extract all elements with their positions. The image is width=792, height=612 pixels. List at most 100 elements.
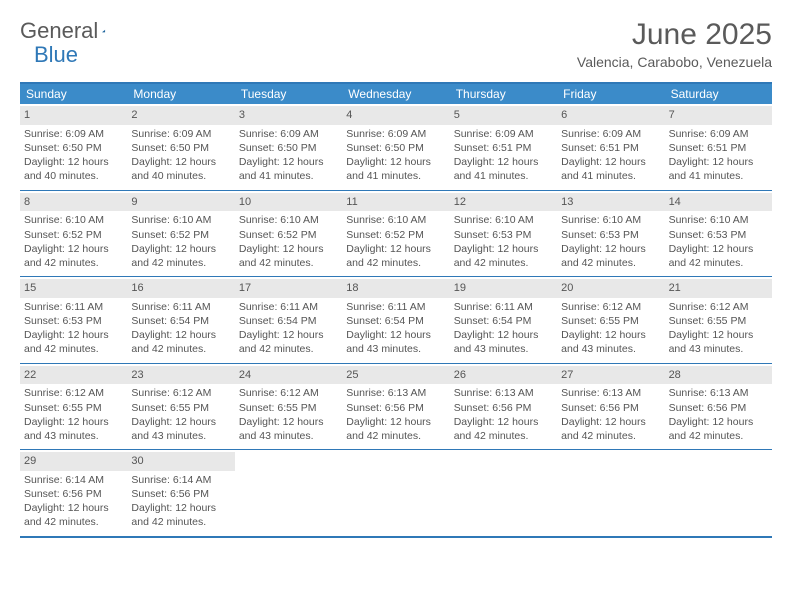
weekday-wednesday: Wednesday (342, 84, 449, 104)
day-number: 20 (557, 279, 664, 298)
day-cell: 27Sunrise: 6:13 AMSunset: 6:56 PMDayligh… (557, 364, 664, 450)
daylight-text: Daylight: 12 hours (561, 415, 660, 429)
sunrise-text: Sunrise: 6:10 AM (346, 213, 445, 227)
sunrise-text: Sunrise: 6:13 AM (454, 386, 553, 400)
day-cell: 6Sunrise: 6:09 AMSunset: 6:51 PMDaylight… (557, 104, 664, 190)
sunrise-text: Sunrise: 6:11 AM (131, 300, 230, 314)
day-cell: 14Sunrise: 6:10 AMSunset: 6:53 PMDayligh… (665, 191, 772, 277)
daylight-text: Daylight: 12 hours (669, 415, 768, 429)
day-number: 14 (665, 193, 772, 212)
day-cell: 19Sunrise: 6:11 AMSunset: 6:54 PMDayligh… (450, 277, 557, 363)
sunset-text: Sunset: 6:51 PM (669, 141, 768, 155)
day-cell (235, 450, 342, 536)
daylight-text: and 41 minutes. (346, 169, 445, 183)
daylight-text: and 42 minutes. (561, 429, 660, 443)
day-cell: 21Sunrise: 6:12 AMSunset: 6:55 PMDayligh… (665, 277, 772, 363)
day-cell (450, 450, 557, 536)
sunrise-text: Sunrise: 6:12 AM (561, 300, 660, 314)
daylight-text: and 42 minutes. (24, 256, 123, 270)
sunset-text: Sunset: 6:52 PM (346, 228, 445, 242)
location-subtitle: Valencia, Carabobo, Venezuela (577, 54, 772, 70)
daylight-text: Daylight: 12 hours (239, 242, 338, 256)
sunrise-text: Sunrise: 6:14 AM (24, 473, 123, 487)
sunrise-text: Sunrise: 6:11 AM (239, 300, 338, 314)
week-row: 29Sunrise: 6:14 AMSunset: 6:56 PMDayligh… (20, 450, 772, 536)
logo-sail-icon (102, 22, 106, 40)
daylight-text: and 41 minutes. (561, 169, 660, 183)
sunset-text: Sunset: 6:55 PM (239, 401, 338, 415)
day-cell: 13Sunrise: 6:10 AMSunset: 6:53 PMDayligh… (557, 191, 664, 277)
sunrise-text: Sunrise: 6:10 AM (454, 213, 553, 227)
sunset-text: Sunset: 6:52 PM (24, 228, 123, 242)
day-number: 21 (665, 279, 772, 298)
day-number: 28 (665, 366, 772, 385)
day-cell: 16Sunrise: 6:11 AMSunset: 6:54 PMDayligh… (127, 277, 234, 363)
daylight-text: and 42 minutes. (131, 342, 230, 356)
day-cell: 15Sunrise: 6:11 AMSunset: 6:53 PMDayligh… (20, 277, 127, 363)
daylight-text: and 41 minutes. (669, 169, 768, 183)
day-number: 9 (127, 193, 234, 212)
daylight-text: and 42 minutes. (669, 429, 768, 443)
week-row: 22Sunrise: 6:12 AMSunset: 6:55 PMDayligh… (20, 364, 772, 451)
day-cell: 24Sunrise: 6:12 AMSunset: 6:55 PMDayligh… (235, 364, 342, 450)
daylight-text: Daylight: 12 hours (454, 415, 553, 429)
sunset-text: Sunset: 6:51 PM (561, 141, 660, 155)
day-number: 29 (20, 452, 127, 471)
weekday-tuesday: Tuesday (235, 84, 342, 104)
sunrise-text: Sunrise: 6:12 AM (24, 386, 123, 400)
day-cell: 28Sunrise: 6:13 AMSunset: 6:56 PMDayligh… (665, 364, 772, 450)
day-number: 8 (20, 193, 127, 212)
daylight-text: and 43 minutes. (24, 429, 123, 443)
sunset-text: Sunset: 6:52 PM (239, 228, 338, 242)
daylight-text: Daylight: 12 hours (454, 155, 553, 169)
month-title: June 2025 (577, 18, 772, 52)
sunrise-text: Sunrise: 6:12 AM (669, 300, 768, 314)
day-cell: 25Sunrise: 6:13 AMSunset: 6:56 PMDayligh… (342, 364, 449, 450)
day-number: 13 (557, 193, 664, 212)
day-number: 6 (557, 106, 664, 125)
sunrise-text: Sunrise: 6:11 AM (454, 300, 553, 314)
daylight-text: Daylight: 12 hours (239, 415, 338, 429)
logo-word1: General (20, 18, 98, 44)
daylight-text: Daylight: 12 hours (669, 328, 768, 342)
day-number: 19 (450, 279, 557, 298)
calendar: Sunday Monday Tuesday Wednesday Thursday… (20, 82, 772, 538)
sunset-text: Sunset: 6:56 PM (131, 487, 230, 501)
day-cell: 23Sunrise: 6:12 AMSunset: 6:55 PMDayligh… (127, 364, 234, 450)
day-cell: 30Sunrise: 6:14 AMSunset: 6:56 PMDayligh… (127, 450, 234, 536)
sunrise-text: Sunrise: 6:13 AM (561, 386, 660, 400)
sunset-text: Sunset: 6:55 PM (561, 314, 660, 328)
daylight-text: Daylight: 12 hours (454, 328, 553, 342)
weekday-sunday: Sunday (20, 84, 127, 104)
daylight-text: Daylight: 12 hours (561, 328, 660, 342)
day-number: 16 (127, 279, 234, 298)
day-cell: 7Sunrise: 6:09 AMSunset: 6:51 PMDaylight… (665, 104, 772, 190)
day-cell: 29Sunrise: 6:14 AMSunset: 6:56 PMDayligh… (20, 450, 127, 536)
weekday-header-row: Sunday Monday Tuesday Wednesday Thursday… (20, 84, 772, 104)
day-cell (342, 450, 449, 536)
sunrise-text: Sunrise: 6:12 AM (131, 386, 230, 400)
daylight-text: and 41 minutes. (454, 169, 553, 183)
day-cell: 5Sunrise: 6:09 AMSunset: 6:51 PMDaylight… (450, 104, 557, 190)
daylight-text: and 42 minutes. (239, 342, 338, 356)
day-cell: 9Sunrise: 6:10 AMSunset: 6:52 PMDaylight… (127, 191, 234, 277)
daylight-text: and 42 minutes. (346, 429, 445, 443)
daylight-text: and 42 minutes. (131, 256, 230, 270)
logo-word2: Blue (34, 42, 78, 68)
sunrise-text: Sunrise: 6:09 AM (561, 127, 660, 141)
daylight-text: and 43 minutes. (454, 342, 553, 356)
daylight-text: Daylight: 12 hours (131, 155, 230, 169)
sunrise-text: Sunrise: 6:10 AM (24, 213, 123, 227)
day-number: 18 (342, 279, 449, 298)
sunrise-text: Sunrise: 6:09 AM (346, 127, 445, 141)
weekday-monday: Monday (127, 84, 234, 104)
day-number: 5 (450, 106, 557, 125)
sunrise-text: Sunrise: 6:10 AM (239, 213, 338, 227)
day-cell: 22Sunrise: 6:12 AMSunset: 6:55 PMDayligh… (20, 364, 127, 450)
day-number: 22 (20, 366, 127, 385)
daylight-text: Daylight: 12 hours (24, 415, 123, 429)
daylight-text: Daylight: 12 hours (454, 242, 553, 256)
daylight-text: and 42 minutes. (561, 256, 660, 270)
week-row: 8Sunrise: 6:10 AMSunset: 6:52 PMDaylight… (20, 191, 772, 278)
day-cell: 1Sunrise: 6:09 AMSunset: 6:50 PMDaylight… (20, 104, 127, 190)
